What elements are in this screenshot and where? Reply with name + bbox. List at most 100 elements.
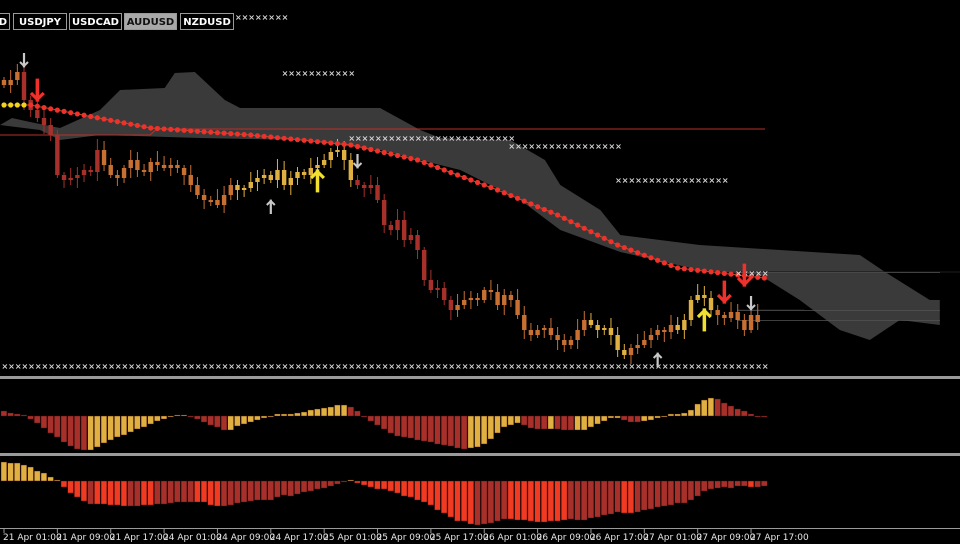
candle-body [755, 315, 760, 322]
histogram-bar [641, 415, 648, 422]
histogram-bar [501, 415, 508, 428]
x-mark: × [535, 142, 542, 151]
ma-dot [194, 128, 201, 134]
x-mark: × [488, 362, 495, 371]
candle-body [208, 200, 213, 202]
ma-dot [474, 179, 481, 186]
ma-dot [488, 184, 494, 191]
x-mark: × [608, 142, 615, 151]
histogram-bar [20, 464, 28, 482]
candle-body [695, 295, 700, 300]
x-mark: × [262, 362, 269, 371]
time-tick-label: 27 Apr 01:00 [643, 533, 702, 543]
ma-dot [555, 212, 561, 218]
histogram-bar [674, 413, 681, 417]
histogram-bar [94, 480, 101, 505]
histogram-bar [40, 415, 48, 429]
candle-body [422, 250, 427, 280]
x-mark: × [655, 176, 662, 185]
histogram-bar [694, 403, 701, 417]
histogram-bar [681, 412, 688, 417]
tab-usdjpy[interactable]: USDJPY [13, 13, 67, 30]
x-mark: × [715, 362, 722, 371]
x-mark: × [242, 13, 249, 22]
histogram-bar [320, 407, 328, 417]
histogram-bar [621, 415, 628, 421]
x-mark: × [735, 269, 742, 278]
candle-body [255, 178, 260, 182]
ma-dot [675, 265, 681, 271]
histogram-bar [280, 413, 288, 417]
x-mark: × [288, 69, 295, 78]
candle-body [602, 328, 607, 330]
histogram-bar [527, 415, 534, 429]
x-mark: × [302, 362, 309, 371]
tab-audusd[interactable]: AUDUSD [124, 13, 177, 30]
histogram-bar [260, 480, 268, 501]
candle-body [702, 295, 707, 298]
panel-separator[interactable] [0, 376, 960, 379]
candle-body [295, 172, 300, 178]
histogram-bar [601, 415, 608, 422]
time-tick-label: 26 Apr 09:00 [537, 533, 596, 543]
histogram-bar [701, 399, 708, 417]
time-tick-label: 25 Apr 17:00 [430, 533, 489, 543]
time-tick-label: 24 Apr 01:00 [163, 533, 222, 543]
histogram-bar [200, 480, 208, 503]
time-tick-label: 27 Apr 17:00 [750, 533, 809, 543]
candle-body [688, 300, 694, 320]
histogram-bar [441, 480, 448, 514]
x-mark: × [148, 362, 155, 371]
histogram-bar [547, 415, 554, 430]
ma-dot [74, 111, 80, 117]
tab-usdcad[interactable]: USDCAD [69, 13, 122, 30]
x-mark: × [588, 362, 595, 371]
histogram-bar [294, 412, 301, 417]
tab-partial[interactable]: D [0, 13, 10, 30]
histogram-bar [407, 480, 414, 498]
histogram-bar [340, 404, 348, 417]
signal-arrow-down-icon [19, 53, 29, 68]
signal-arrow-down-icon [352, 154, 363, 169]
ma-dot [628, 247, 634, 253]
x-mark: × [502, 134, 509, 143]
candle-body [682, 320, 687, 330]
histogram-bar [300, 411, 308, 417]
histogram-bar [54, 479, 61, 482]
x-mark: × [322, 69, 329, 78]
histogram-bar [587, 415, 594, 428]
candle-body [95, 150, 100, 172]
x-mark: × [702, 176, 709, 185]
candle-body [8, 80, 13, 85]
signal-arrow-down-icon [716, 280, 732, 304]
ma-dot [508, 192, 514, 199]
candle-body [582, 320, 587, 330]
histogram-bar [274, 413, 281, 417]
cloud-area [0, 72, 940, 340]
candle-body [81, 170, 87, 175]
candle-body [482, 290, 487, 300]
ma-dot [715, 270, 721, 276]
ma-dot [601, 235, 607, 241]
candle-body [121, 168, 127, 178]
candle-body [742, 320, 747, 330]
ma-dot [141, 124, 147, 130]
ma-dot [321, 139, 327, 145]
candle-body [155, 162, 160, 165]
tab-nzdusd[interactable]: NZDUSD [180, 13, 234, 30]
histogram-bar [100, 480, 108, 505]
histogram-bar [147, 415, 154, 425]
x-mark: × [555, 362, 562, 371]
candle-body [508, 295, 514, 300]
candle-body [168, 165, 173, 168]
histogram-bar [601, 480, 608, 516]
x-mark: × [322, 362, 329, 371]
oscillator-1-histogram [0, 397, 768, 451]
histogram-bar [521, 415, 528, 426]
histogram-bar [421, 480, 428, 503]
histogram-bar [507, 480, 514, 520]
x-mark: × [695, 176, 702, 185]
x-mark: × [669, 362, 676, 371]
panel-separator[interactable] [0, 453, 960, 456]
ma-dot [581, 225, 587, 231]
